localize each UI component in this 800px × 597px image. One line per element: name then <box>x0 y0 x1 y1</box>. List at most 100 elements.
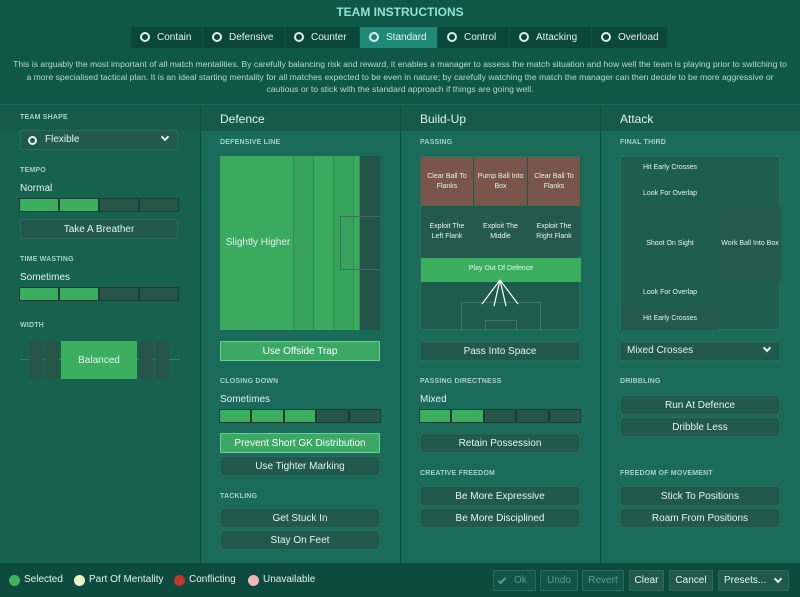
button[interactable]: Stay On Feet <box>220 530 380 550</box>
column-title: Defence <box>220 112 265 126</box>
footer-band <box>0 563 800 597</box>
section-label: FREEDOM OF MOVEMENT <box>620 470 713 477</box>
passing-zone-selected[interactable]: Play Out Of Defence <box>421 258 581 282</box>
passing-zone[interactable]: Exploit The Right Flank <box>528 207 581 256</box>
team-shape-dropdown[interactable]: Flexible <box>20 130 178 150</box>
passing-zone[interactable]: Pump Ball Into Box <box>474 157 528 206</box>
passing-zone[interactable]: Exploit The Left Flank <box>421 207 474 256</box>
legend-label: Part Of Mentality <box>89 574 164 585</box>
tab[interactable]: Control <box>438 27 510 48</box>
button[interactable]: Retain Possession <box>420 433 580 453</box>
passing-pitch: Clear Ball To Flanks Pump Ball Into Box Cl… <box>420 156 581 331</box>
time-wasting-bar-segment <box>20 288 58 300</box>
tab[interactable]: Overload <box>592 27 668 48</box>
tab[interactable]: Defensive <box>203 27 285 48</box>
footer-button[interactable]: Cancel <box>669 570 713 591</box>
legend-swatch <box>248 575 259 586</box>
pass-arrow <box>499 279 519 305</box>
footer-button[interactable]: Presets... <box>718 570 789 591</box>
pitch-marking <box>461 302 541 331</box>
title: TEAM INSTRUCTIONS <box>336 5 464 19</box>
button[interactable]: Take A Breather <box>20 219 178 239</box>
closing-down-bar-segment <box>252 410 283 422</box>
section-label: PASSING DIRECTNESS <box>420 378 502 385</box>
button[interactable]: Use Tighter Marking <box>220 456 380 476</box>
button[interactable]: Get Stuck In <box>220 508 380 528</box>
button[interactable]: Dribble Less <box>620 417 780 437</box>
tempo-bar-segment <box>20 199 58 211</box>
dropdown-icon <box>28 136 37 145</box>
passing-directness-bar-segment <box>517 410 548 422</box>
tab-label: Overload <box>618 32 659 43</box>
section-label: PASSING <box>420 139 453 146</box>
crossing-dropdown[interactable]: Mixed Crosses <box>620 341 780 361</box>
button[interactable]: Be More Disciplined <box>420 508 580 528</box>
description: This is arguably the most important of a… <box>13 59 787 95</box>
column-header-band <box>400 105 600 131</box>
button[interactable]: Roam From Positions <box>620 508 780 528</box>
tab-icon <box>601 32 611 42</box>
tab-icon <box>212 32 222 42</box>
button[interactable]: Use Offside Trap <box>220 341 380 361</box>
dropdown-chevron <box>160 132 170 142</box>
final-third-zone[interactable]: Hit Early Crosses <box>621 157 719 179</box>
tempo-bar-segment <box>60 199 98 211</box>
section-label: TEMPO <box>20 167 46 174</box>
footer-button[interactable]: Clear <box>629 570 664 591</box>
legend-label: Unavailable <box>263 574 316 585</box>
section-label: DEFENSIVE LINE <box>220 139 281 146</box>
width-slot <box>29 341 43 379</box>
button[interactable]: Be More Expressive <box>420 486 580 506</box>
passing-zone[interactable]: Clear Ball To Flanks <box>528 157 581 206</box>
button[interactable]: Stick To Positions <box>620 486 780 506</box>
tempo-value: Normal <box>20 183 53 194</box>
column-divider <box>400 105 401 563</box>
passing-zone[interactable]: Clear Ball To Flanks <box>421 157 474 206</box>
section-label: CREATIVE FREEDOM <box>420 470 496 477</box>
defensive-line-value: Slightly Higher <box>225 237 291 248</box>
tempo-bar-track <box>19 198 179 212</box>
legend-swatch <box>74 575 85 586</box>
tab-label: Control <box>464 32 497 43</box>
tab-icon <box>140 32 150 42</box>
section-label: TIME WASTING <box>20 256 74 263</box>
column-divider <box>600 105 601 563</box>
tab[interactable]: Standard <box>360 27 438 48</box>
passing-directness-bar-segment <box>420 410 451 422</box>
width-slot <box>155 341 169 379</box>
final-third-pitch: Hit Early Crosses Look For Overlap Shoot O… <box>620 156 781 330</box>
section-label: FINAL THIRD <box>620 139 667 146</box>
width-selected: Balanced <box>61 341 137 379</box>
tab[interactable]: Contain <box>131 27 203 48</box>
tempo-bar-segment <box>100 199 138 211</box>
column-title: Build-Up <box>420 112 467 126</box>
pitch-marking <box>340 216 380 270</box>
presets-chevron <box>773 574 783 584</box>
section-label: TACKLING <box>220 493 258 500</box>
passing-directness-bar-segment <box>452 410 483 422</box>
tab-icon <box>447 32 457 42</box>
time-wasting-value: Sometimes <box>20 272 71 283</box>
button[interactable]: Run At Defence <box>620 395 780 415</box>
final-third-zone[interactable]: Look For Overlap <box>621 182 719 206</box>
line-stripe <box>314 156 334 330</box>
tab-icon <box>294 32 304 42</box>
tab-label: Defensive <box>229 32 274 43</box>
tab[interactable]: Counter <box>285 27 360 48</box>
tab-label: Contain <box>157 32 192 43</box>
final-third-zone[interactable]: Work Ball Into Box <box>719 207 781 281</box>
section-label: DRIBBLING <box>620 378 661 385</box>
header-band <box>0 0 800 104</box>
final-third-zone[interactable]: Shoot On Sight <box>621 207 719 281</box>
tab[interactable]: Attacking <box>510 27 592 48</box>
button[interactable]: Pass Into Space <box>420 341 580 361</box>
closing-down-bar-segment <box>317 410 348 422</box>
final-third-zone[interactable]: Look For Overlap <box>621 281 719 305</box>
passing-zone[interactable]: Exploit The Middle <box>474 207 528 256</box>
line-stripe <box>220 156 294 330</box>
button[interactable]: Prevent Short GK Distribution <box>220 433 380 453</box>
closing-down-bar-segment <box>349 410 380 422</box>
column-divider <box>200 105 201 563</box>
final-third-zone[interactable]: Hit Early Crosses <box>621 307 719 330</box>
